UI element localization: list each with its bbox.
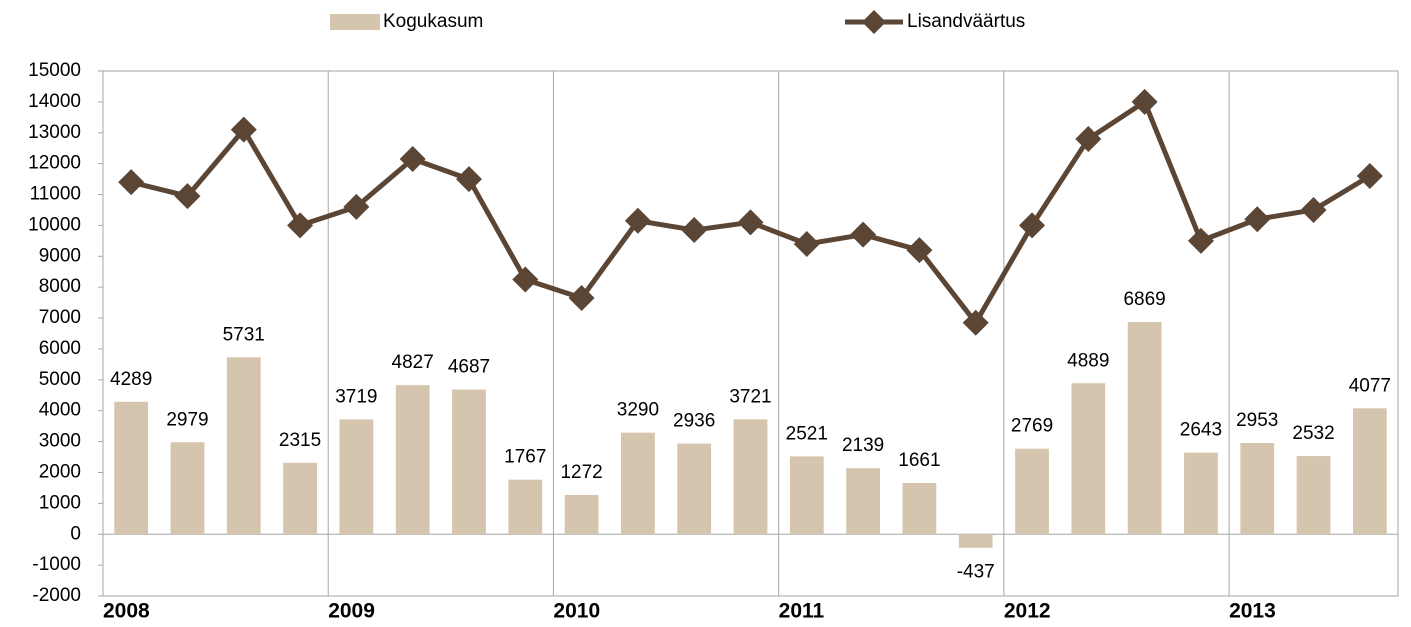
bar (564, 494, 599, 535)
x-tick-label: 2009 (328, 600, 375, 623)
marker (681, 217, 708, 244)
y-tick-label: 4000 (39, 400, 81, 421)
bar (1184, 452, 1218, 535)
bar (226, 357, 261, 535)
data-label: 2953 (1236, 410, 1278, 431)
data-label: 2532 (1292, 423, 1334, 444)
legend-label: Kogukasum (383, 11, 483, 32)
marker (624, 207, 651, 234)
marker (512, 266, 539, 293)
data-label: 4889 (1067, 350, 1109, 371)
bar (1071, 383, 1106, 535)
marker (455, 166, 482, 193)
y-tick-label: 7000 (39, 307, 81, 328)
y-tick-label: 10000 (28, 214, 81, 235)
data-label: 5731 (223, 324, 265, 345)
data-label: 4077 (1349, 375, 1391, 396)
marker (1019, 212, 1046, 239)
bar (621, 432, 655, 535)
bar (283, 462, 317, 535)
marker (230, 116, 257, 143)
y-tick-label: -2000 (32, 585, 81, 606)
marker (906, 237, 933, 264)
marker (1187, 227, 1214, 254)
bar (452, 389, 486, 535)
y-tick-label: 6000 (39, 338, 81, 359)
data-label: 4289 (110, 369, 152, 390)
y-tick-label: -1000 (32, 554, 81, 575)
plot-frame (102, 70, 1399, 597)
bar (1127, 322, 1162, 535)
marker (174, 183, 201, 210)
bar (789, 456, 824, 535)
data-label: 1767 (504, 447, 546, 468)
y-tick-label: 8000 (39, 276, 81, 297)
y-tick-label: 11000 (30, 184, 81, 205)
marker (343, 193, 370, 220)
x-tick-label: 2012 (1004, 600, 1051, 623)
data-label: 2315 (279, 430, 321, 451)
data-label: 1272 (560, 462, 602, 483)
marker (962, 309, 989, 336)
bar (395, 385, 430, 535)
bar (339, 419, 374, 535)
data-label: 3719 (335, 386, 377, 407)
marker (850, 221, 877, 248)
marker (568, 284, 595, 311)
legend-label: Lisandväärtus (907, 11, 1025, 32)
data-label: 4687 (448, 357, 490, 378)
bar (958, 534, 993, 548)
marker (737, 209, 764, 236)
x-tick-label: 2013 (1229, 600, 1276, 623)
y-tick-label: 14000 (28, 91, 81, 112)
marker (1131, 88, 1158, 115)
bar (902, 482, 937, 535)
bar (846, 468, 880, 535)
y-tick-label: 3000 (39, 431, 81, 452)
y-tick-label: 0 (70, 523, 81, 544)
marker (1244, 206, 1271, 233)
data-label: 2521 (786, 423, 828, 444)
marker (287, 212, 314, 239)
marker (1300, 196, 1327, 223)
legend-swatch (330, 14, 380, 30)
bar (1240, 443, 1275, 535)
data-label: 3290 (617, 400, 659, 421)
y-tick-label: 5000 (39, 369, 81, 390)
y-tick-label: 2000 (39, 461, 81, 482)
data-label: 2979 (166, 409, 208, 430)
data-label: 4827 (392, 352, 434, 373)
bar (1296, 456, 1331, 535)
y-tick-label: 12000 (28, 153, 81, 174)
marker (793, 230, 820, 257)
marker (399, 146, 426, 173)
data-label: 2643 (1180, 420, 1222, 441)
bar (170, 442, 205, 535)
bar (1015, 448, 1049, 535)
bar (114, 401, 149, 535)
data-label: 2769 (1011, 416, 1053, 437)
data-label: 2139 (842, 435, 884, 456)
y-tick-label: 13000 (28, 122, 81, 143)
data-label: 6869 (1123, 289, 1165, 310)
data-label: -437 (957, 562, 995, 583)
bar (1352, 408, 1387, 535)
marker (118, 169, 145, 196)
y-tick-label: 9000 (39, 245, 81, 266)
marker (1075, 125, 1102, 152)
x-tick-label: 2008 (103, 600, 150, 623)
y-tick-label: 1000 (39, 492, 81, 513)
y-tick-label: 15000 (28, 60, 81, 81)
legend-marker (862, 10, 886, 34)
marker (1356, 163, 1383, 189)
x-tick-label: 2010 (553, 600, 600, 623)
data-label: 3721 (729, 386, 771, 407)
bar (508, 479, 543, 535)
bar (677, 443, 712, 535)
x-tick-label: 2011 (779, 600, 825, 623)
bar (733, 419, 768, 535)
data-label: 1661 (898, 450, 940, 471)
data-label: 2936 (673, 411, 715, 432)
